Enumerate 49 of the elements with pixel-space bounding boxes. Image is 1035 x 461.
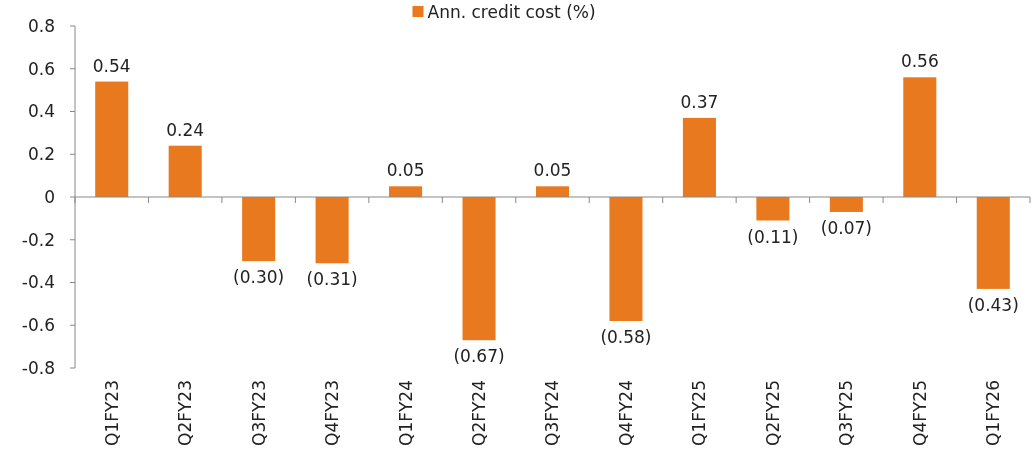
bar xyxy=(168,145,202,197)
y-tick-label: -0.6 xyxy=(21,315,55,336)
data-label: 0.05 xyxy=(533,160,572,181)
data-label: 0.37 xyxy=(680,91,719,112)
bar xyxy=(903,77,937,197)
data-label: 0.05 xyxy=(386,160,425,181)
legend-label: Ann. credit cost (%) xyxy=(427,1,596,22)
x-tick-label: Q2FY24 xyxy=(468,380,489,446)
y-tick-label: -0.2 xyxy=(21,229,55,250)
x-tick-label: Q1FY23 xyxy=(101,380,122,446)
bar xyxy=(462,197,496,341)
y-tick-label: 0.4 xyxy=(27,101,55,122)
bar xyxy=(535,186,570,197)
bar xyxy=(95,81,129,197)
data-label: 0.24 xyxy=(166,119,205,140)
data-label: (0.58) xyxy=(600,326,652,347)
data-label: (0.43) xyxy=(967,294,1019,315)
bar xyxy=(976,197,1010,289)
x-tick-label: Q3FY24 xyxy=(542,380,563,446)
x-tick-label: Q4FY25 xyxy=(909,380,930,446)
data-label: 0.54 xyxy=(92,55,131,76)
x-tick-label: Q3FY25 xyxy=(836,380,857,446)
bar xyxy=(682,117,716,197)
bar xyxy=(315,197,349,264)
bar xyxy=(756,197,790,221)
bar xyxy=(829,197,863,212)
x-tick-label: Q1FY26 xyxy=(983,380,1004,446)
y-tick-label: -0.8 xyxy=(21,357,55,378)
data-label: (0.30) xyxy=(233,267,285,288)
data-label: 0.56 xyxy=(900,51,939,72)
x-tick-label: Q1FY24 xyxy=(395,380,416,446)
x-tick-label: Q2FY23 xyxy=(175,380,196,446)
y-tick-label: 0.2 xyxy=(27,144,55,165)
x-tick-label: Q3FY23 xyxy=(248,380,269,446)
data-label: (0.31) xyxy=(306,269,358,290)
bar xyxy=(389,186,423,197)
x-tick-label: Q1FY25 xyxy=(689,380,710,446)
data-label: (0.07) xyxy=(820,217,872,238)
data-label: (0.67) xyxy=(453,346,505,367)
y-tick-label: 0.8 xyxy=(27,15,55,36)
x-tick-label: Q4FY23 xyxy=(322,380,343,446)
y-tick-label: -0.4 xyxy=(21,272,55,293)
x-tick-label: Q2FY25 xyxy=(762,380,783,446)
y-tick-label: 0.6 xyxy=(27,58,55,79)
data-label: (0.11) xyxy=(747,226,799,247)
x-tick-label: Q4FY24 xyxy=(615,380,636,446)
bar xyxy=(242,197,276,262)
bar xyxy=(609,197,643,321)
y-tick-label: 0 xyxy=(44,186,55,207)
